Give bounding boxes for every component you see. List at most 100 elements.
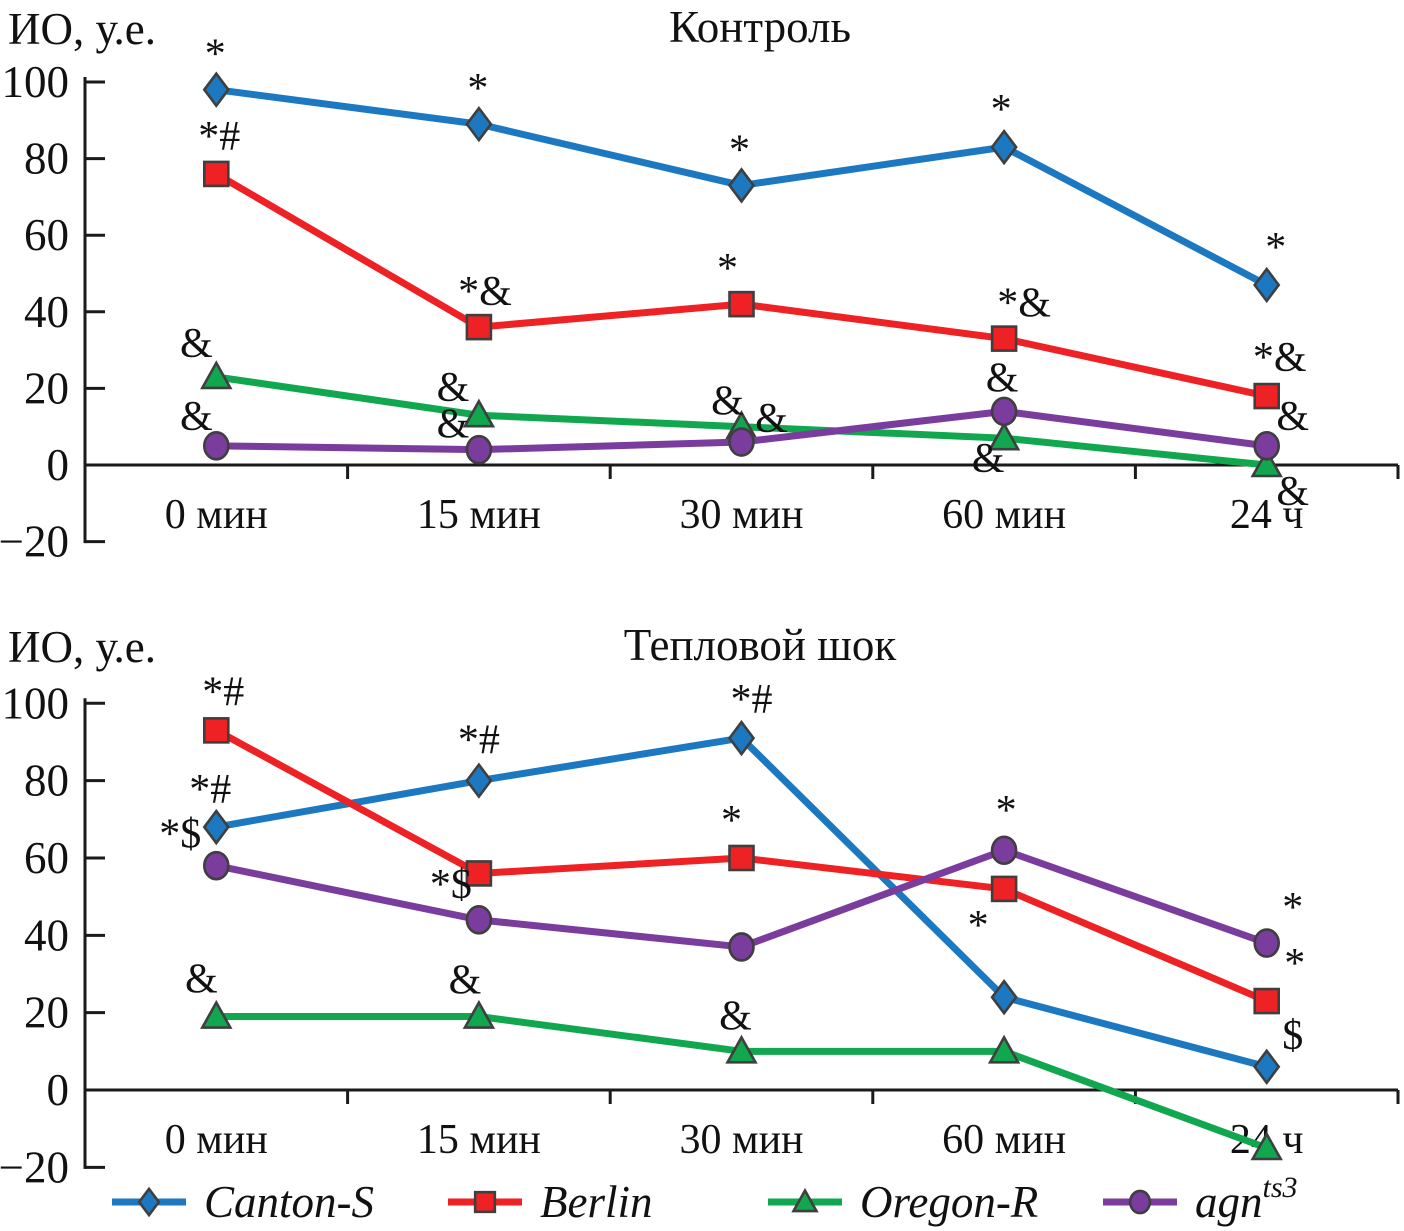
significance-annotation: & <box>437 365 470 411</box>
marker-Berlin <box>1253 382 1280 410</box>
legend-marker-agn <box>1128 1189 1152 1215</box>
marker-Canton-S <box>465 762 493 799</box>
chart-title-heatshock: Тепловой шок <box>624 620 897 670</box>
chart-title-control: Контроль <box>669 2 851 52</box>
marker-Berlin <box>1253 987 1280 1015</box>
significance-annotation: *# <box>189 767 231 813</box>
significance-annotation: * <box>467 66 488 112</box>
significance-annotation: $ <box>1282 1013 1303 1059</box>
marker-Oregon-R <box>1250 448 1283 478</box>
marker-Berlin <box>990 325 1018 352</box>
legend-marker-Berlin <box>473 1190 497 1214</box>
marker-agn-ts3 <box>1253 928 1280 958</box>
y-tick-label: 80 <box>24 134 69 184</box>
y-tick-label: 100 <box>2 57 70 107</box>
significance-annotation: & <box>437 402 470 448</box>
significance-annotation: & <box>180 321 213 367</box>
x-category-label: 24 ч <box>1230 492 1304 538</box>
significance-annotation: *# <box>198 114 240 160</box>
x-category-label: 60 мин <box>942 492 1066 538</box>
marker-Canton-S <box>1253 266 1281 304</box>
significance-annotation: * <box>1282 885 1303 931</box>
x-category-label: 60 мин <box>942 1117 1066 1163</box>
y-tick-label: −20 <box>0 1142 69 1192</box>
significance-annotation: *& <box>1253 335 1307 381</box>
significance-annotation: * <box>721 798 742 844</box>
significance-annotation: * <box>996 788 1017 834</box>
y-tick-label: 20 <box>24 988 69 1038</box>
significance-annotation: & <box>719 993 752 1039</box>
marker-agn-ts3 <box>990 835 1018 866</box>
marker-agn-ts3 <box>203 431 230 461</box>
significance-annotation: & <box>711 379 744 425</box>
marker-Berlin <box>728 844 755 872</box>
legend-label: Canton-S <box>204 1177 374 1227</box>
significance-annotation: * <box>205 32 226 78</box>
marker-agn-ts3 <box>728 427 755 457</box>
y-tick-label: 40 <box>24 287 69 337</box>
marker-agn-ts3 <box>728 932 755 962</box>
significance-annotation: & <box>1276 469 1309 515</box>
y-tick-label: 0 <box>47 1065 70 1115</box>
marker-Berlin <box>990 875 1018 903</box>
marker-agn-ts3 <box>465 434 493 465</box>
marker-Oregon-R <box>462 999 496 1029</box>
y-tick-label: 0 <box>47 440 70 490</box>
marker-Canton-S <box>202 71 230 108</box>
significance-annotation: * <box>717 246 738 292</box>
marker-Oregon-R <box>200 999 233 1029</box>
marker-Oregon-R <box>1250 1131 1283 1161</box>
marker-Oregon-R <box>987 1034 1021 1064</box>
marker-Oregon-R <box>462 398 496 428</box>
significance-annotation: *$ <box>159 812 201 858</box>
significance-annotation: *# <box>202 669 244 715</box>
marker-Oregon-R <box>725 1034 758 1064</box>
significance-annotation: *# <box>731 677 773 723</box>
marker-Canton-S <box>727 719 756 757</box>
significance-annotation: * <box>1284 941 1305 987</box>
significance-annotation: * <box>991 87 1012 133</box>
marker-agn-ts3 <box>990 396 1018 427</box>
significance-annotation: & <box>755 396 788 442</box>
significance-annotation: *& <box>997 281 1051 327</box>
marker-Oregon-R <box>200 360 233 390</box>
plot-control: 100 80 60 40 20 0 −20 0 мин 15 мин 30 мин 60 мин 24… <box>0 32 1400 567</box>
x-category-label: 0 мин <box>165 1117 268 1163</box>
marker-Berlin <box>465 860 493 887</box>
marker-agn-ts3 <box>203 850 230 881</box>
y-tick-label: 100 <box>2 678 70 728</box>
marker-Canton-S <box>1253 1048 1281 1085</box>
y-tick-label: −20 <box>0 517 69 567</box>
x-category-label: 15 мин <box>417 492 541 538</box>
significance-annotation: & <box>449 958 482 1004</box>
y-tick-label: 60 <box>24 833 69 883</box>
y-axis-title-control: ИО, у.е. <box>8 4 156 54</box>
x-category-label: 15 мин <box>417 1117 541 1163</box>
y-tick-label: 40 <box>24 910 69 960</box>
legend: Canton-S Berlin Oregon-R agnts3 <box>112 1171 1298 1227</box>
x-category-label: 0 мин <box>165 492 268 538</box>
significance-annotation: * <box>968 903 989 949</box>
significance-annotation: & <box>180 394 213 440</box>
marker-Canton-S <box>465 105 493 143</box>
significance-annotation: * <box>1265 225 1286 271</box>
legend-marker-Oregon-R <box>791 1187 819 1213</box>
marker-Canton-S <box>990 128 1018 166</box>
marker-Oregon-R <box>987 421 1021 451</box>
marker-Berlin <box>728 290 755 318</box>
x-category-label: 30 мин <box>679 492 803 538</box>
significance-annotation: & <box>986 355 1019 401</box>
y-axis-title-heatshock: ИО, у.е. <box>8 622 156 672</box>
marker-Berlin <box>465 313 493 341</box>
x-category-label: 30 мин <box>679 1117 803 1163</box>
series-line-Berlin <box>212 170 1271 400</box>
marker-Canton-S <box>202 808 230 846</box>
significance-annotation: *# <box>458 718 500 764</box>
y-tick-label: 60 <box>24 210 69 260</box>
marker-Canton-S <box>990 979 1018 1016</box>
significance-annotation: *& <box>458 269 512 315</box>
marker-agn-ts3 <box>1253 431 1280 461</box>
